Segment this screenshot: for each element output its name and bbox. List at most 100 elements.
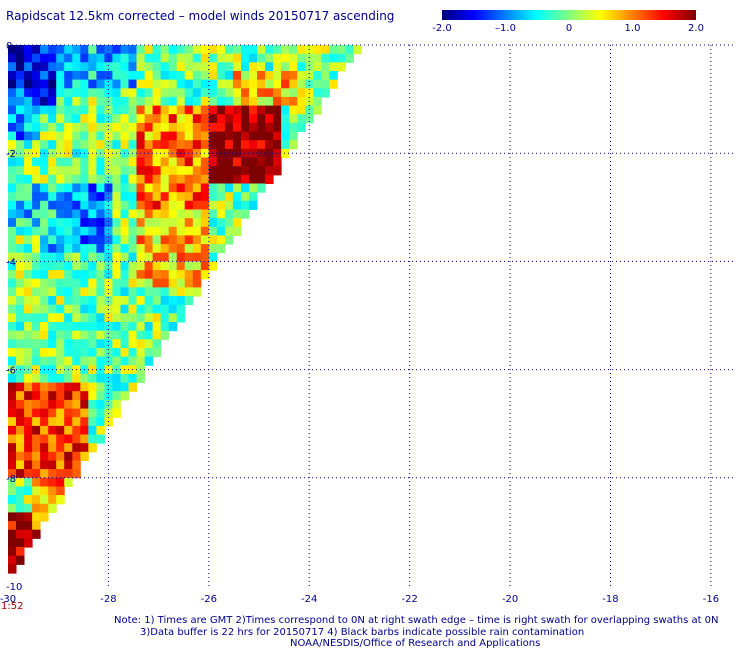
- heatmap-cell: [184, 79, 194, 89]
- heatmap-cell: [184, 244, 194, 254]
- heatmap-cell: [192, 200, 202, 210]
- heatmap-cell: [56, 451, 65, 461]
- heatmap-cell: [88, 304, 97, 314]
- heatmap-cell: [40, 373, 49, 384]
- heatmap-cell: [24, 88, 33, 98]
- colorbar-tick-label: 1.0: [625, 23, 641, 34]
- heatmap-cell: [200, 79, 210, 89]
- heatmap-cell: [136, 209, 145, 219]
- heatmap-cell: [144, 79, 154, 89]
- heatmap-cell: [168, 209, 178, 219]
- heatmap-cell: [24, 391, 33, 401]
- heatmap-cell: [48, 244, 57, 254]
- heatmap-cell: [289, 105, 298, 115]
- heatmap-cell: [48, 174, 57, 184]
- heatmap-cell: [297, 122, 306, 133]
- heatmap-cell: [289, 88, 298, 98]
- heatmap-cell: [8, 443, 17, 453]
- heatmap-cell: [208, 166, 218, 176]
- heatmap-cell: [313, 88, 322, 98]
- heatmap-cell: [32, 200, 41, 210]
- heatmap-cell: [8, 417, 17, 427]
- heatmap-cell: [56, 391, 65, 401]
- heatmap-cell: [273, 96, 282, 107]
- heatmap-cell: [56, 304, 65, 314]
- heatmap-cell: [208, 88, 218, 98]
- heatmap-cell: [40, 157, 49, 167]
- heatmap-cell: [104, 122, 113, 133]
- heatmap-cell: [184, 122, 194, 133]
- heatmap-cell: [176, 183, 186, 193]
- heatmap-cell: [168, 174, 178, 184]
- heatmap-cell: [281, 114, 290, 124]
- heatmap-cell: [96, 382, 105, 392]
- heatmap-cell: [24, 131, 33, 141]
- heatmap-cell: [168, 140, 178, 150]
- heatmap-cell: [136, 88, 145, 98]
- heatmap-cell: [24, 261, 33, 271]
- heatmap-cell: [64, 443, 73, 453]
- heatmap-cell: [128, 114, 137, 124]
- heatmap-cell: [265, 114, 274, 124]
- heatmap-cell: [120, 339, 129, 349]
- heatmap-cell: [208, 131, 218, 141]
- heatmap-cell: [289, 71, 298, 81]
- heatmap-cell: [80, 174, 89, 184]
- heatmap-cell: [24, 373, 33, 384]
- heatmap-cell: [144, 183, 154, 193]
- heatmap-cell: [80, 131, 89, 141]
- heatmap-cell: [96, 157, 105, 167]
- heatmap-cell: [40, 304, 49, 314]
- heatmap-cell: [128, 79, 137, 89]
- heatmap-cell: [16, 88, 25, 98]
- heatmap-cell: [96, 88, 105, 98]
- heatmap-cell: [40, 244, 49, 254]
- heatmap-cell: [72, 356, 81, 366]
- heatmap-cell: [80, 278, 89, 288]
- heatmap-cell: [232, 131, 242, 141]
- heatmap-cell: [176, 192, 186, 202]
- heatmap-cell: [80, 122, 89, 133]
- heatmap-cell: [80, 114, 89, 124]
- heatmap-cell: [88, 356, 97, 366]
- heatmap-cell: [200, 209, 210, 219]
- heatmap-cell: [32, 417, 41, 427]
- heatmap-cell: [48, 88, 57, 98]
- heatmap-cell: [128, 348, 137, 358]
- heatmap-cell: [104, 105, 113, 115]
- heatmap-cell: [32, 460, 41, 470]
- heatmap-cell: [160, 304, 170, 314]
- heatmap-cell: [32, 521, 41, 531]
- heatmap-cell: [64, 105, 73, 115]
- heatmap-cell: [216, 209, 226, 219]
- heatmap-cell: [216, 105, 226, 115]
- heatmap-cell: [48, 226, 57, 236]
- heatmap-cell: [208, 252, 218, 262]
- heatmap-cell: [112, 296, 121, 306]
- heatmap-cell: [136, 296, 145, 306]
- heatmap-cell: [184, 45, 194, 55]
- heatmap-cell: [184, 192, 194, 202]
- heatmap-cell: [24, 218, 33, 228]
- heatmap-cell: [16, 477, 25, 487]
- heatmap-cell: [160, 53, 170, 63]
- heatmap-cell: [96, 192, 105, 202]
- heatmap-cell: [80, 382, 89, 392]
- heatmap-cell: [56, 252, 65, 262]
- heatmap-cell: [40, 278, 49, 288]
- heatmap-cell: [40, 140, 49, 150]
- heatmap-cell: [16, 503, 25, 513]
- heatmap-cell: [16, 408, 25, 418]
- heatmap-cell: [160, 278, 170, 288]
- heatmap-cell: [257, 148, 266, 159]
- heatmap-cell: [32, 313, 41, 323]
- heatmap-cell: [8, 270, 17, 280]
- heatmap-cell: [120, 45, 129, 55]
- heatmap-cell: [16, 538, 25, 548]
- heatmap-cell: [208, 157, 218, 167]
- heatmap-cell: [8, 322, 17, 332]
- heatmap-cell: [128, 244, 137, 254]
- heatmap-cell: [48, 304, 57, 314]
- heatmap-cell: [144, 45, 154, 55]
- heatmap-cell: [56, 62, 65, 72]
